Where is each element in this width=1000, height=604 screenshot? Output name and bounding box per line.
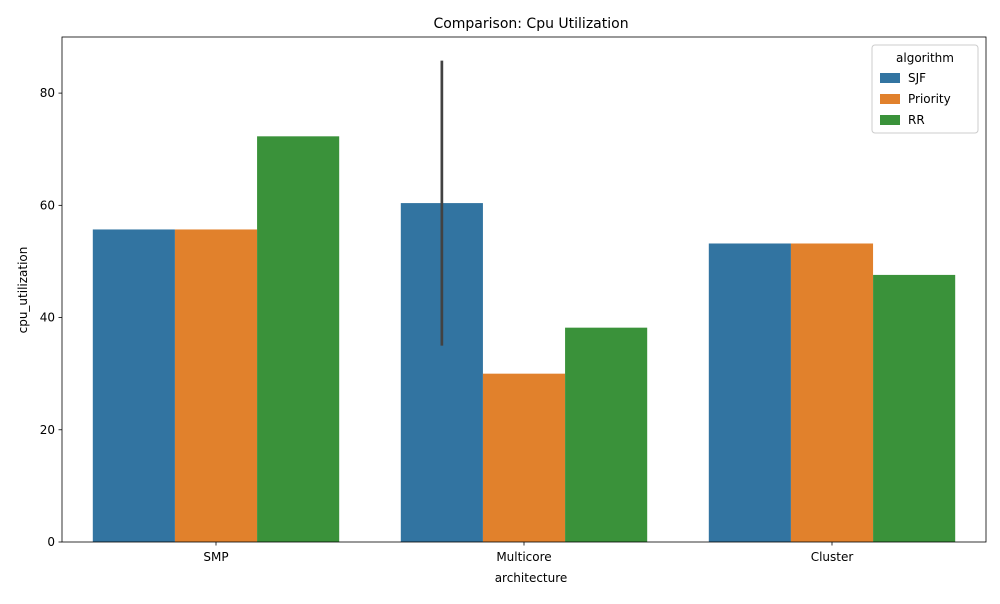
bar-priority-multicore — [482, 373, 566, 542]
y-axis-label: cpu_utilization — [16, 247, 30, 334]
plot-area: 0 20 40 60 80 SMP Multicore Cluster — [40, 36, 987, 564]
legend-label-priority: Priority — [908, 92, 951, 106]
y-tick-label: 80 — [40, 86, 55, 100]
bar-sjf-cluster — [708, 243, 791, 543]
legend-label-rr: RR — [908, 113, 925, 127]
bar-rr-cluster — [873, 274, 956, 542]
bar-rr-multicore — [565, 327, 648, 542]
bar-sjf-smp — [92, 229, 175, 542]
legend-swatch-sjf — [880, 73, 900, 83]
x-tick-label: Multicore — [496, 550, 551, 564]
x-tick-label: SMP — [203, 550, 228, 564]
chart-title: Comparison: Cpu Utilization — [433, 16, 628, 32]
bar-priority-cluster — [790, 243, 874, 543]
legend-swatch-rr — [880, 115, 900, 125]
legend-label-sjf: SJF — [908, 71, 926, 85]
y-tick-label: 20 — [40, 423, 55, 437]
bar-rr-smp — [257, 136, 340, 542]
y-tick-label: 60 — [40, 198, 55, 212]
x-tick-label: Cluster — [811, 550, 854, 564]
y-tick-label: 40 — [40, 311, 55, 325]
y-tick-label: 0 — [47, 535, 55, 549]
legend: algorithm SJF Priority RR — [871, 44, 979, 134]
bar-priority-smp — [174, 229, 258, 542]
legend-swatch-priority — [880, 94, 900, 104]
legend-box — [871, 44, 979, 134]
x-axis-label: architecture — [495, 571, 568, 585]
legend-title: algorithm — [896, 51, 954, 65]
